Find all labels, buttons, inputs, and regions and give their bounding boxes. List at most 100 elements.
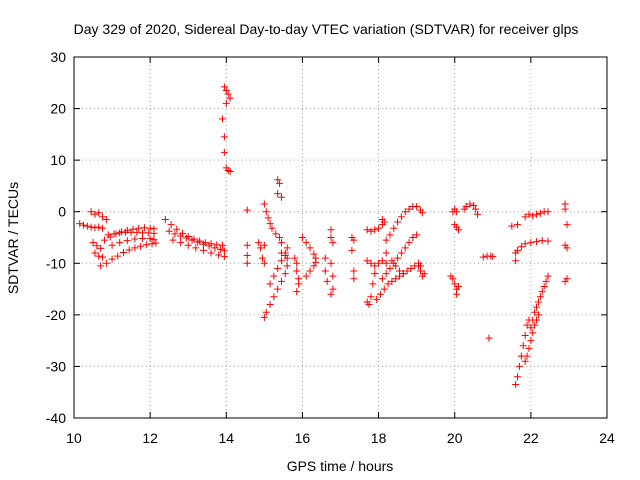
data-point: [416, 267, 424, 275]
data-point: [397, 249, 405, 257]
series-arc-24: [348, 234, 358, 283]
data-point: [108, 241, 116, 249]
series-arc-34: [451, 221, 463, 234]
data-point: [97, 262, 105, 270]
data-point: [87, 208, 95, 216]
data-point: [397, 213, 405, 221]
data-point: [382, 259, 390, 267]
data-point: [563, 275, 571, 283]
data-point: [99, 213, 107, 221]
series-arc-23: [327, 226, 337, 298]
data-point: [508, 222, 516, 230]
data-point: [283, 262, 291, 270]
series-arc-37: [479, 252, 497, 261]
data-point: [110, 230, 118, 238]
series-arc-20: [298, 234, 320, 262]
data-point: [192, 244, 200, 252]
data-point: [137, 242, 145, 250]
data-point: [533, 303, 541, 311]
data-point: [184, 241, 192, 249]
data-point: [91, 224, 99, 232]
data-point: [542, 277, 550, 285]
series-arc-17: [274, 176, 285, 201]
y-tick-label: 10: [50, 152, 66, 168]
x-tick-label: 14: [218, 430, 234, 446]
data-point: [277, 277, 285, 285]
data-point: [146, 224, 154, 232]
series-arc-35: [447, 272, 463, 298]
data-point: [295, 280, 303, 288]
data-point: [540, 282, 548, 290]
y-tick-label: 30: [50, 49, 66, 65]
series-arc-10: [169, 236, 228, 261]
data-point: [363, 226, 371, 234]
data-point: [188, 236, 196, 244]
data-point: [99, 224, 107, 232]
data-point: [329, 239, 337, 247]
data-point: [531, 321, 539, 329]
data-point: [220, 253, 228, 261]
data-point: [125, 246, 133, 254]
data-point: [102, 259, 110, 267]
data-point: [283, 244, 291, 252]
series-arc-5: [104, 228, 158, 239]
data-point: [455, 282, 463, 290]
series-arc-38: [485, 334, 493, 342]
data-point: [276, 179, 284, 187]
data-point: [243, 252, 251, 260]
data-point: [451, 280, 459, 288]
data-point: [102, 215, 110, 223]
data-point: [274, 176, 282, 184]
data-point: [302, 239, 310, 247]
data-point: [396, 267, 404, 275]
data-point: [386, 231, 394, 239]
y-tick-label: -20: [46, 307, 66, 323]
data-point: [144, 229, 152, 237]
data-point: [97, 244, 105, 252]
series-arc-25: [363, 215, 388, 235]
data-point: [321, 267, 329, 275]
data-point: [538, 237, 546, 245]
data-point: [220, 133, 228, 141]
data-point: [108, 255, 116, 263]
data-point: [544, 272, 552, 280]
data-point: [529, 329, 537, 337]
data-point: [302, 272, 310, 280]
data-point: [298, 234, 306, 241]
data-point: [350, 275, 358, 283]
data-point: [277, 193, 285, 201]
series-arc-41: [521, 208, 552, 221]
data-point: [274, 285, 282, 293]
data-point: [378, 275, 386, 283]
series-arc-9: [165, 227, 228, 255]
data-point: [222, 87, 230, 95]
data-point: [293, 267, 301, 275]
data-point: [114, 252, 122, 260]
data-point: [394, 254, 402, 262]
data-point: [139, 235, 147, 243]
data-point: [453, 208, 461, 216]
data-point: [327, 259, 335, 267]
data-point: [327, 290, 335, 298]
data-point: [388, 257, 396, 265]
data-point: [293, 288, 301, 296]
data-point: [378, 215, 386, 223]
data-point: [211, 244, 219, 252]
x-tick-label: 20: [447, 430, 463, 446]
data-point: [371, 262, 379, 270]
data-point: [220, 148, 228, 156]
data-point: [525, 344, 533, 352]
data-point: [116, 239, 124, 247]
x-tick-label: 12: [142, 430, 158, 446]
series-arc-40: [512, 237, 552, 265]
data-point: [220, 83, 228, 91]
data-point: [394, 218, 402, 226]
series-arc-15: [260, 262, 291, 321]
data-point: [365, 301, 373, 309]
data-point: [563, 221, 571, 229]
data-point: [266, 301, 274, 309]
data-point: [283, 254, 291, 262]
data-point: [536, 293, 544, 301]
data-point: [534, 311, 542, 319]
series-arc-27: [363, 257, 390, 270]
